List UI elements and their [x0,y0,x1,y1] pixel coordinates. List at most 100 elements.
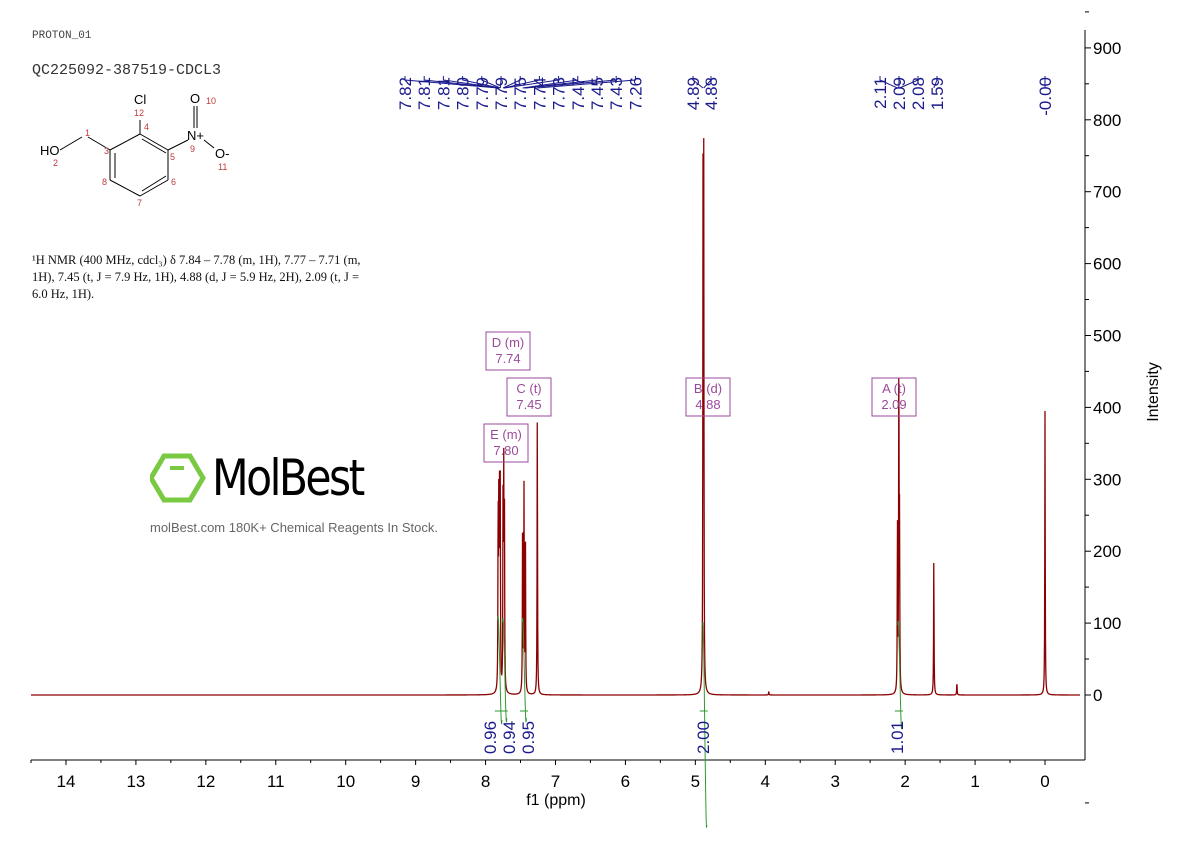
watermark-tagline: molBest.com 180K+ Chemical Reagents In S… [150,520,438,535]
peak-label-connector [503,76,540,89]
multiplet-box [483,423,529,463]
y-tick-label: 600 [1093,255,1121,274]
x-tick-label: 11 [267,772,285,791]
peak-label-connector [703,76,712,89]
atom-number: 7 [137,198,142,208]
integral-curve [502,617,508,723]
peak-label: 2.11 [871,77,890,109]
integral-value: 2.00 [694,721,713,754]
nmr-description: ¹H NMR (400 MHz, cdcl₃) δ 7.84 – 7.78 (m… [32,253,361,301]
atom-n: N+ [187,128,204,143]
molbest-logo-icon [150,453,206,503]
multiplet-shift: 7.80 [493,443,518,458]
x-tick-label: 13 [126,772,145,791]
atom-number: 10 [206,96,216,106]
peak-label: 7.81 [415,77,434,110]
multiplet-label: B (d) [694,381,722,396]
chemical-structure: HO Cl N+ O O- 1 2 3 4 5 6 7 8 9 10 11 12 [40,91,229,208]
peak-label-connector [502,76,521,89]
peak-label-connector [462,76,500,89]
peak-label: 7.82 [396,77,415,110]
x-tick-label: 7 [551,772,560,791]
integral-curve [702,622,708,828]
multiplet-shift: 7.74 [495,351,520,366]
integral-value: 0.96 [481,721,500,754]
atom-o-minus: O- [215,146,229,161]
multiplet-label: D (m) [492,335,525,350]
x-tick-label: 10 [336,772,355,791]
y-tick-label: 500 [1093,327,1121,346]
integral-value: 0.95 [519,721,538,754]
peak-label: -0.00 [1036,77,1055,116]
peak-label-connector [525,76,617,89]
y-tick-label: 300 [1093,470,1121,489]
peak-label: 7.79 [492,77,511,110]
peak-label-connector [879,76,898,89]
atom-number: 3 [104,146,109,156]
x-tick-label: 4 [761,772,770,791]
peak-label: 7.26 [626,77,645,110]
multiplet-shift: 7.45 [516,397,541,412]
peak-label-connector [499,76,502,89]
pulse-program-label: PROTON_01 [32,30,92,42]
peak-label-connector [899,76,919,89]
x-tick-label: 14 [57,772,76,791]
x-tick-label: 3 [830,772,839,791]
integral-value: 0.94 [500,721,519,754]
sample-id: QC225092-387519-CDCL3 [32,62,222,79]
y-tick-label: 700 [1093,183,1121,202]
multiplet-box [685,377,731,417]
atom-cl: Cl [134,92,146,107]
x-tick-label: 1 [970,772,979,791]
atom-number: 5 [170,152,175,162]
atom-number: 8 [102,177,107,187]
peak-label: 7.80 [454,77,473,110]
multiplet-box [506,377,552,417]
y-tick-label: 900 [1093,39,1121,58]
multiplet-box [871,377,917,417]
atom-o-double: O [190,91,200,106]
peak-label: 7.75 [511,77,530,110]
peak-label-connector [481,76,501,89]
atom-number: 2 [53,158,58,168]
y-tick-label: 400 [1093,398,1121,417]
x-axis-label: f1 (ppm) [526,792,586,809]
x-tick-label: 12 [196,772,215,791]
y-tick-label: 0 [1093,686,1102,705]
integral-curve [521,617,527,723]
peak-label-connector [692,76,704,89]
integral-value: 1.01 [888,721,907,754]
y-tick-label: 100 [1093,614,1121,633]
peak-label-connector [523,76,598,89]
integral-curve [897,620,903,730]
atom-number: 11 [218,162,227,172]
peak-label: 7.79 [473,77,492,110]
peak-label-connector [933,76,938,89]
x-tick-label: 8 [481,772,490,791]
peak-label: 4.89 [684,77,703,110]
atom-number: 12 [134,108,144,118]
spectrum-line [31,138,1080,696]
peak-label: 7.43 [607,77,626,110]
x-tick-label: 0 [1040,772,1049,791]
watermark-logo: MolBest [212,449,365,507]
x-tick-label: 5 [691,772,700,791]
integral-curve [497,615,503,725]
peak-label: 2.08 [909,77,928,110]
peak-label-connector [504,76,560,89]
x-tick-label: 9 [411,772,420,791]
peak-label-connector [442,76,499,89]
multiplet-label: A (t) [882,381,906,396]
multiplet-box [485,331,531,371]
multiplet-shift: 4.88 [695,397,720,412]
peak-label-connector [423,76,499,89]
y-tick-label: 800 [1093,111,1121,130]
x-tick-label: 2 [900,772,909,791]
peak-label-connector [537,76,636,89]
peak-label-connector [522,76,579,89]
atom-number: 6 [171,177,176,187]
peak-label-connector [404,76,499,89]
peak-label: 4.88 [702,77,721,110]
